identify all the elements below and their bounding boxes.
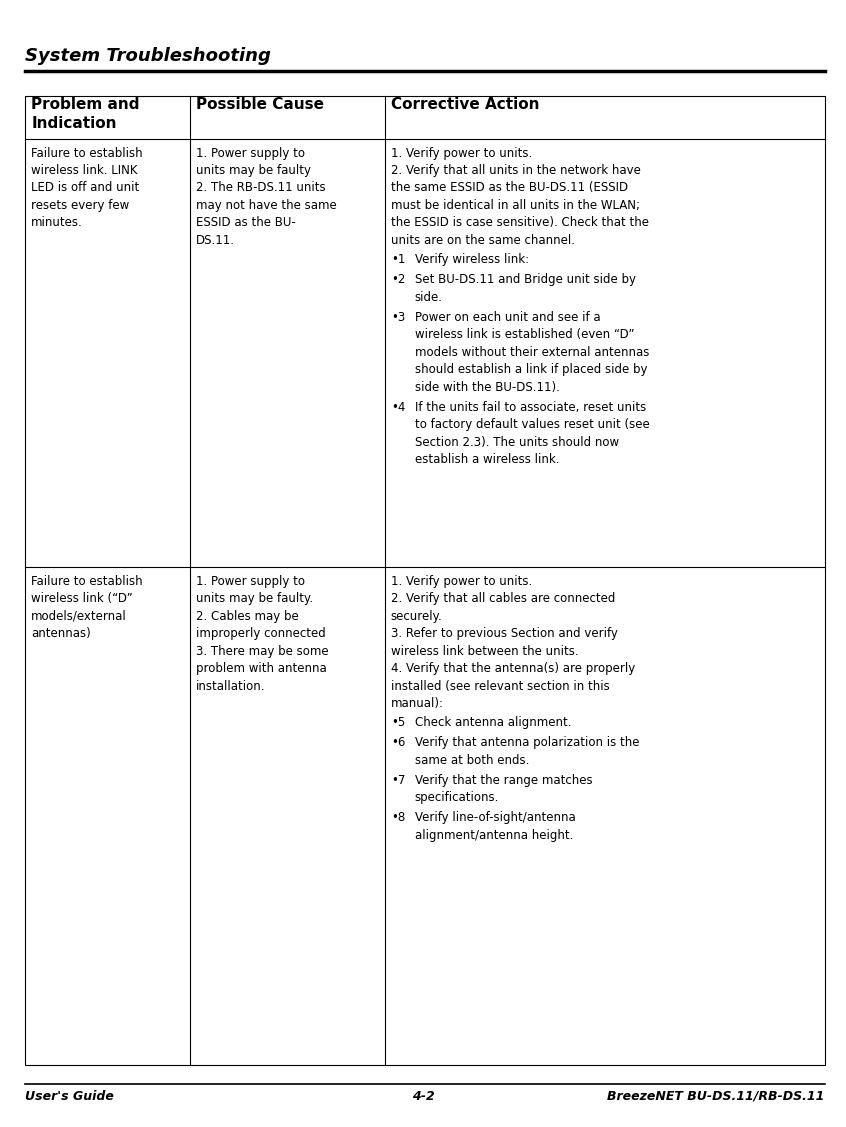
Text: wireless link between the units.: wireless link between the units. <box>391 645 579 658</box>
Text: Set BU-DS.11 and Bridge unit side by: Set BU-DS.11 and Bridge unit side by <box>415 273 635 286</box>
Text: Verify that antenna polarization is the: Verify that antenna polarization is the <box>415 736 639 749</box>
Text: User's Guide: User's Guide <box>25 1090 114 1103</box>
Text: 1. Verify power to units.: 1. Verify power to units. <box>391 147 532 160</box>
Text: models/external: models/external <box>31 610 127 623</box>
Text: 2. Verify that all units in the network have: 2. Verify that all units in the network … <box>391 163 640 177</box>
Text: 1. Power supply to: 1. Power supply to <box>196 575 305 588</box>
Text: Verify line-of-sight/antenna: Verify line-of-sight/antenna <box>415 811 575 825</box>
Text: Section 2.3). The units should now: Section 2.3). The units should now <box>415 436 618 449</box>
Text: 4-2: 4-2 <box>412 1090 434 1103</box>
Text: 1. Verify power to units.: 1. Verify power to units. <box>391 575 532 588</box>
Text: securely.: securely. <box>391 610 442 623</box>
Text: units may be faulty.: units may be faulty. <box>196 593 313 605</box>
Text: 3. Refer to previous Section and verify: 3. Refer to previous Section and verify <box>391 627 618 640</box>
Text: manual):: manual): <box>391 696 444 710</box>
Text: Problem and
Indication: Problem and Indication <box>31 97 140 131</box>
Text: 1. Power supply to: 1. Power supply to <box>196 147 305 160</box>
Text: Failure to establish: Failure to establish <box>31 147 143 160</box>
Text: may not have the same: may not have the same <box>196 198 337 212</box>
Text: •6: •6 <box>391 736 405 749</box>
Text: 2. The RB-DS.11 units: 2. The RB-DS.11 units <box>196 181 326 195</box>
Text: units are on the same channel.: units are on the same channel. <box>391 233 574 247</box>
Text: Failure to establish: Failure to establish <box>31 575 143 588</box>
Text: establish a wireless link.: establish a wireless link. <box>415 453 559 467</box>
Text: minutes.: minutes. <box>31 216 83 230</box>
Text: units may be faulty: units may be faulty <box>196 163 311 177</box>
Text: side with the BU-DS.11).: side with the BU-DS.11). <box>415 381 559 393</box>
Text: 4. Verify that the antenna(s) are properly: 4. Verify that the antenna(s) are proper… <box>391 663 635 675</box>
Text: •5: •5 <box>391 717 405 729</box>
Text: alignment/antenna height.: alignment/antenna height. <box>415 829 573 842</box>
Bar <box>25 96 825 1065</box>
Text: •8: •8 <box>391 811 405 825</box>
Text: wireless link (“D”: wireless link (“D” <box>31 593 133 605</box>
Text: If the units fail to associate, reset units: If the units fail to associate, reset un… <box>415 401 645 414</box>
Text: side.: side. <box>415 291 442 303</box>
Text: specifications.: specifications. <box>415 791 499 805</box>
Text: •3: •3 <box>391 311 405 323</box>
Text: Corrective Action: Corrective Action <box>391 97 540 112</box>
Text: improperly connected: improperly connected <box>196 627 326 640</box>
Text: should establish a link if placed side by: should establish a link if placed side b… <box>415 363 647 376</box>
Text: to factory default values reset unit (see: to factory default values reset unit (se… <box>415 418 649 432</box>
Text: System Troubleshooting: System Troubleshooting <box>25 47 272 65</box>
Text: the ESSID is case sensitive). Check that the: the ESSID is case sensitive). Check that… <box>391 216 649 230</box>
Text: BreezeNET BU-DS.11/RB-DS.11: BreezeNET BU-DS.11/RB-DS.11 <box>607 1090 825 1103</box>
Text: Power on each unit and see if a: Power on each unit and see if a <box>415 311 600 323</box>
Text: •1: •1 <box>391 254 405 266</box>
Text: models without their external antennas: models without their external antennas <box>415 346 649 358</box>
Text: same at both ends.: same at both ends. <box>415 754 529 766</box>
Text: ESSID as the BU-: ESSID as the BU- <box>196 216 296 230</box>
Text: Check antenna alignment.: Check antenna alignment. <box>415 717 571 729</box>
Text: antennas): antennas) <box>31 627 91 640</box>
Text: 2. Verify that all cables are connected: 2. Verify that all cables are connected <box>391 593 615 605</box>
Text: wireless link. LINK: wireless link. LINK <box>31 163 138 177</box>
Text: installed (see relevant section in this: installed (see relevant section in this <box>391 680 610 693</box>
Text: problem with antenna: problem with antenna <box>196 663 327 675</box>
Text: wireless link is established (even “D”: wireless link is established (even “D” <box>415 328 634 341</box>
Text: must be identical in all units in the WLAN;: must be identical in all units in the WL… <box>391 198 640 212</box>
Text: the same ESSID as the BU-DS.11 (ESSID: the same ESSID as the BU-DS.11 (ESSID <box>391 181 628 195</box>
Text: Possible Cause: Possible Cause <box>196 97 324 112</box>
Text: LED is off and unit: LED is off and unit <box>31 181 140 195</box>
Text: •2: •2 <box>391 273 405 286</box>
Text: •7: •7 <box>391 774 405 787</box>
Text: 3. There may be some: 3. There may be some <box>196 645 329 658</box>
Text: Verify wireless link:: Verify wireless link: <box>415 254 529 266</box>
Text: installation.: installation. <box>196 680 266 693</box>
Text: 2. Cables may be: 2. Cables may be <box>196 610 299 623</box>
Text: •4: •4 <box>391 401 405 414</box>
Text: DS.11.: DS.11. <box>196 233 235 247</box>
Text: resets every few: resets every few <box>31 198 129 212</box>
Text: Verify that the range matches: Verify that the range matches <box>415 774 592 787</box>
